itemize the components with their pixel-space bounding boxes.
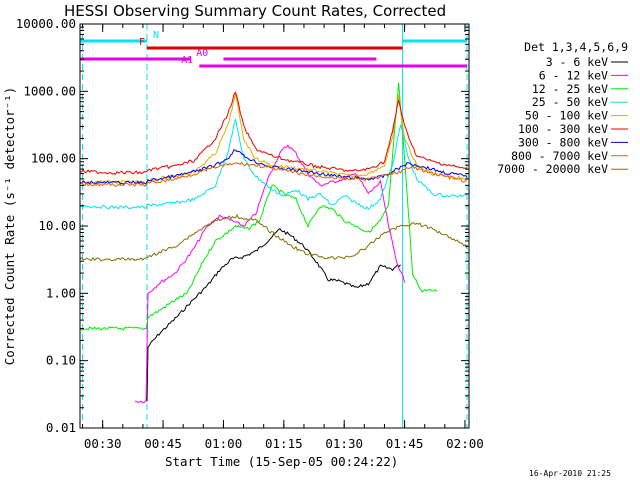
- legend-label-3: 25 - 50 keV: [532, 95, 608, 109]
- flag-label-n: N: [153, 30, 159, 41]
- plot-timestamp: 16-Apr-2010 21:25: [529, 469, 611, 478]
- series-line-8: [79, 213, 468, 262]
- x-tick-label-0: 00:30: [84, 436, 122, 451]
- legend-label-8: 7000 - 20000 keV: [497, 162, 608, 176]
- x-tick-label-3: 01:15: [265, 436, 303, 451]
- y-tick-label-5: 0.10: [46, 353, 76, 368]
- series-line-0: [146, 228, 401, 402]
- y-tick-label-4: 1.00: [46, 285, 76, 300]
- flag-label-f: F: [139, 37, 145, 48]
- series-line-1: [134, 144, 406, 404]
- y-tick-label-1: 1000.00: [23, 83, 76, 98]
- chart-title: HESSI Observing Summary Count Rates, Cor…: [64, 2, 446, 20]
- x-tick-label-2: 01:00: [205, 436, 243, 451]
- series-line-2: [79, 82, 438, 331]
- series-line-5: [79, 91, 467, 175]
- axes: 10000.00 1000.00 100.00 10.00 1.00 0.10 0.01 00…: [16, 16, 484, 451]
- flag-label-a1: A1: [181, 55, 193, 66]
- series-line-6: [79, 149, 468, 185]
- legend-label-1: 6 - 12 keV: [539, 68, 608, 82]
- legend-label-7: 800 - 7000 keV: [511, 149, 608, 163]
- x-tick-label-5: 01:45: [386, 436, 424, 451]
- flag-label-a0: A0: [196, 48, 208, 59]
- x-tick-label-1: 00:45: [144, 436, 182, 451]
- y-axis-label: Corrected Count Rate (s⁻¹ detector⁻¹): [2, 87, 17, 365]
- series-line-3: [79, 118, 468, 211]
- legend-label-5: 100 - 300 keV: [518, 122, 608, 136]
- legend-label-2: 12 - 25 keV: [532, 82, 608, 96]
- legend-header: Det 1,3,4,5,6,9: [524, 40, 628, 54]
- legend-label-4: 50 - 100 keV: [525, 109, 608, 123]
- series-line-7: [79, 161, 467, 187]
- x-tick-label-6: 02:00: [446, 436, 484, 451]
- y-tick-label-0: 10000.00: [16, 16, 76, 31]
- y-tick-label-2: 100.00: [31, 151, 76, 166]
- x-tick-label-4: 01:30: [325, 436, 363, 451]
- x-axis-label: Start Time (15-Sep-05 00:24:22): [165, 454, 398, 469]
- legend-label-6: 300 - 800 keV: [518, 135, 608, 149]
- y-tick-label-3: 10.00: [38, 218, 76, 233]
- legend-label-0: 3 - 6 keV: [546, 55, 608, 69]
- y-tick-label-6: 0.01: [46, 420, 76, 435]
